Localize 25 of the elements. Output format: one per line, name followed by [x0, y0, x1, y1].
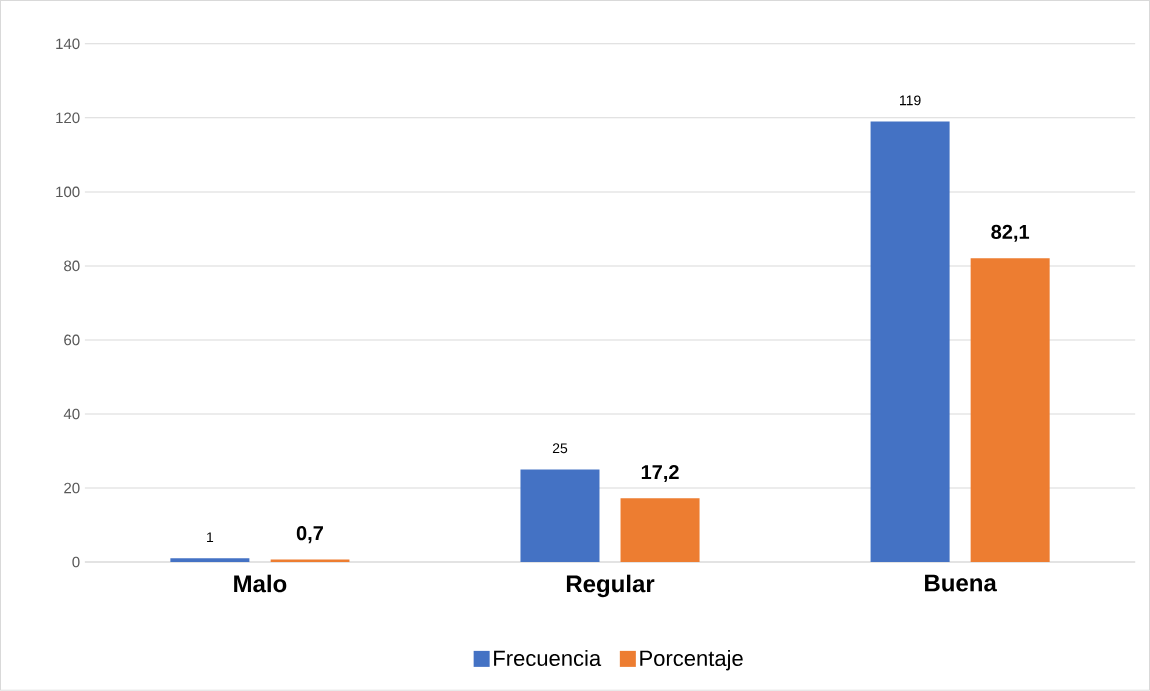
y-tick-label: 100 — [56, 186, 80, 198]
y-tick-label: 140 — [56, 38, 80, 50]
y-tick-label: 0 — [72, 556, 80, 568]
data-label: 25 — [552, 443, 568, 454]
bar — [170, 558, 250, 563]
bar — [970, 258, 1050, 563]
y-tick-label: 80 — [64, 260, 80, 272]
data-label: 1 — [207, 532, 214, 543]
x-tick-label: Malo — [234, 574, 287, 593]
bar — [620, 498, 700, 563]
data-label: 17,2 — [641, 465, 679, 483]
data-label: 119 — [900, 95, 921, 106]
y-tick-label: 60 — [64, 334, 80, 346]
bar — [870, 121, 950, 563]
y-tick-label: 120 — [56, 112, 80, 124]
y-tick-label: 40 — [63, 408, 80, 420]
legend-label: Frecuencia — [494, 649, 602, 667]
x-tick-label: Regular — [566, 574, 655, 598]
legend-label: Porcentaje — [640, 649, 743, 671]
bar — [270, 559, 350, 563]
x-tick-label: Buena — [925, 574, 997, 592]
y-tick-label: 20 — [64, 482, 80, 494]
data-label: 0,7 — [296, 526, 323, 544]
bar — [520, 469, 600, 563]
data-label: 82,1 — [991, 224, 1030, 242]
